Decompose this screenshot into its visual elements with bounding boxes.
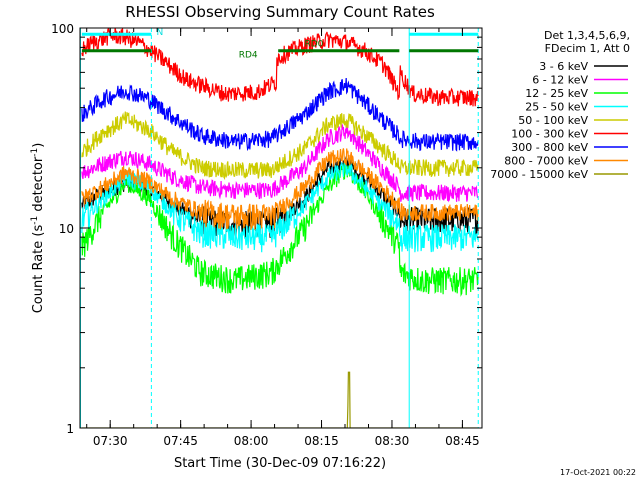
x-axis-label: Start Time (30-Dec-09 07:16:22) xyxy=(174,456,386,471)
series-line-50-100keV xyxy=(81,111,479,181)
x-tick-label: 07:45 xyxy=(163,434,198,448)
state-label-n: N xyxy=(157,28,164,38)
axis-layer: 07:30 07:45 08:00 08:15 08:30 08:45 1 10 100 xyxy=(51,22,482,448)
legend-label: 3 - 6 keV xyxy=(539,60,588,73)
legend-label: 25 - 50 keV xyxy=(525,101,588,114)
x-tick-label: 08:30 xyxy=(375,434,410,448)
series-line-6-12keV xyxy=(81,123,479,203)
legend-label: 50 - 100 keV xyxy=(518,114,588,127)
legend-label: 6 - 12 keV xyxy=(532,74,588,87)
y-axis-label: Count Rate (s-1 detector-1) xyxy=(30,143,46,314)
state-label-rd0: RD0 xyxy=(304,39,323,49)
chart-title: RHESSI Observing Summary Count Rates xyxy=(125,3,435,21)
legend-label: 100 - 300 keV xyxy=(511,128,588,141)
y-tick-label: 1 xyxy=(66,422,74,436)
y-tick-label: 10 xyxy=(59,222,74,236)
series-line-12-25keV xyxy=(81,163,479,297)
annotation-layer: N RD0 RD4 xyxy=(79,28,479,428)
legend-label: 800 - 7000 keV xyxy=(504,155,588,168)
x-tick-label: 07:30 xyxy=(93,434,128,448)
series-line-7000-15000keV xyxy=(81,371,479,428)
y-tick-label: 100 xyxy=(51,22,74,36)
series-layer xyxy=(81,28,479,428)
footer-timestamp: 17-Oct-2021 00:22 xyxy=(560,468,636,477)
legend-header-line-2: FDecim 1, Att 0 xyxy=(545,42,630,55)
x-tick-label: 08:15 xyxy=(304,434,339,448)
legend-label: 12 - 25 keV xyxy=(525,87,588,100)
x-tick-label: 08:45 xyxy=(445,434,480,448)
legend-header-line-1: Det 1,3,4,5,6,9, xyxy=(544,29,630,42)
state-label-rd4: RD4 xyxy=(239,51,258,61)
legend: Det 1,3,4,5,6,9, FDecim 1, Att 0 3 - 6 k… xyxy=(490,29,630,181)
legend-label: 7000 - 15000 keV xyxy=(490,168,588,181)
x-tick-label: 08:00 xyxy=(234,434,269,448)
legend-label: 300 - 800 keV xyxy=(511,141,588,154)
series-line-800-7000keV xyxy=(81,148,479,230)
series-line-300-800keV xyxy=(81,77,479,152)
